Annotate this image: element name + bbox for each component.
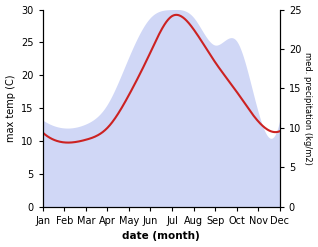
Y-axis label: med. precipitation (kg/m2): med. precipitation (kg/m2) <box>303 52 313 165</box>
Y-axis label: max temp (C): max temp (C) <box>5 74 16 142</box>
X-axis label: date (month): date (month) <box>122 231 200 242</box>
